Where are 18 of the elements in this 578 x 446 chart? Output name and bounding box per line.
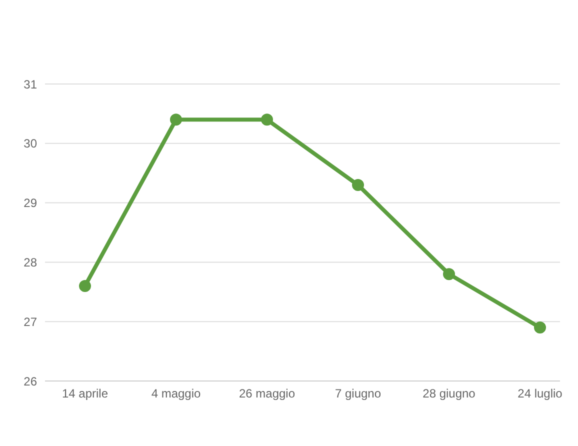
y-tick-label: 28 [24,255,38,270]
x-tick-label: 24 luglio [518,386,563,401]
point [261,114,273,126]
y-tick-label: 30 [24,136,38,151]
point [352,178,364,191]
point [170,114,182,126]
point [443,268,455,280]
x-tick-label: 28 giugno [422,386,476,401]
y-tick-label: 31 [24,77,38,92]
y-tick-label: 27 [24,314,38,329]
point [534,322,546,334]
x-tick-label: 14 aprile [62,386,108,401]
y-tick-label: 26 [24,374,38,388]
x-tick-label: 4 maggio [151,386,202,401]
x-tick-label: 7 giugno [334,386,382,401]
point [79,280,91,292]
y-tick-label: 29 [24,196,38,210]
x-tick-label: 26 maggio [238,386,296,401]
